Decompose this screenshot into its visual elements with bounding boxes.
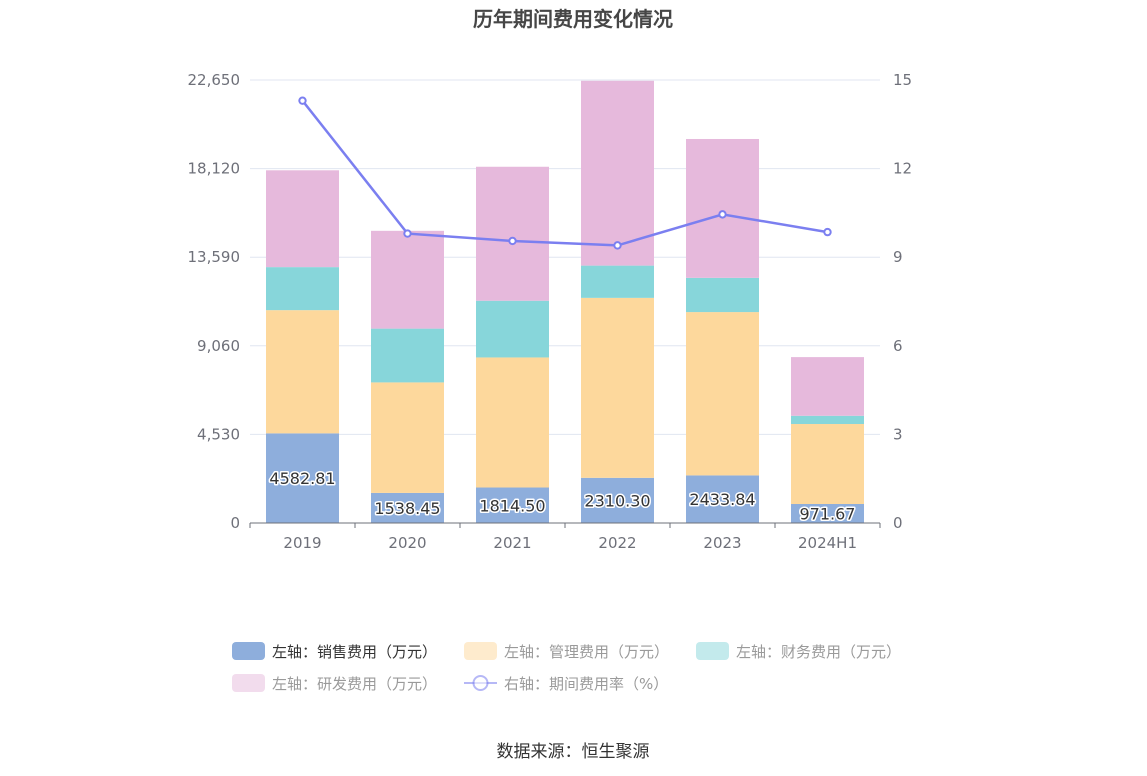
data-label: 4582.81 [269,469,335,488]
x-axis-tick-label: 2021 [493,534,531,552]
left-axis-tick-label: 4,530 [197,425,240,443]
data-label: 1814.50 [479,496,545,515]
legend-label: 左轴：管理费用（万元） [504,643,669,661]
grid [250,79,880,435]
legend-swatch [696,642,729,660]
legend-swatch [464,642,497,660]
legend-label: 右轴：期间费用率（%） [504,675,668,693]
left-axis-tick-label: 0 [230,514,240,532]
line-series [298,96,832,250]
left-axis-tick-label: 18,120 [188,160,241,178]
left-axis-tick-label: 9,060 [197,337,240,355]
chart-title: 历年期间费用变化情况 [473,7,673,31]
bar-segment-series-2 [266,267,339,311]
data-label: 1538.45 [374,499,440,518]
bar-segment-series-1 [686,312,759,476]
legend-label: 左轴：销售费用（万元） [272,643,437,661]
bar-segment-series-0 [266,433,339,523]
bar-segment-series-2 [581,265,654,298]
data-labels: 4582.81 1538.45 1814.50 2310.30 2433.84 971.6… [268,468,857,525]
left-axis-tick-label: 22,650 [188,71,241,89]
right-axis-tick-label: 3 [893,425,903,443]
bar-segment-series-0 [371,492,444,523]
axes: 0 4,530 9,060 13,590 18,120 22,650 0 3 6 9 12 15 201… [188,71,913,552]
bar-segment-series-3 [476,166,549,301]
legend-swatch [232,674,265,692]
bar-segment-series-2 [686,277,759,313]
bar-segment-series-2 [371,328,444,383]
line-point [613,241,622,250]
legend-label: 左轴：财务费用（万元） [736,643,901,661]
bar-segment-series-2 [791,415,864,425]
bar-segment-series-0 [581,477,654,523]
right-axis-tick-label: 15 [893,71,912,89]
line-point [718,210,727,219]
line-point [298,96,307,105]
legend[interactable]: 左轴：销售费用（万元） 左轴：管理费用（万元） 左轴：财务费用（万元） 左轴：研发费用… [232,642,901,693]
right-axis-tick-label: 12 [893,160,912,178]
bar-segment-series-1 [371,382,444,493]
line-point [403,229,412,238]
bar-segment-series-3 [266,170,339,268]
data-label: 2433.84 [689,490,755,509]
left-axis-tick-label: 13,590 [188,248,241,266]
bar-segment-series-3 [686,138,759,278]
data-label: 2310.30 [584,491,650,510]
bar-segment-series-3 [581,80,654,266]
right-axis-tick-label: 0 [893,514,903,532]
bar-segment-series-1 [581,297,654,478]
bar-segment-series-0 [686,475,759,523]
line-path [301,99,828,247]
bar-segment-series-0 [476,487,549,523]
right-axis-tick-label: 6 [893,337,903,355]
bar-segment-series-1 [266,310,339,434]
bar-segment-series-3 [371,230,444,329]
bar-segment-series-0 [791,503,864,523]
bar-segment-series-1 [476,357,549,488]
source-note: 数据来源：恒生聚源 [497,742,650,762]
legend-label: 左轴：研发费用（万元） [272,675,437,693]
x-axis-tick-label: 2022 [598,534,636,552]
line-point [823,227,832,237]
bar-segment-series-1 [791,424,864,504]
x-axis-tick-label: 2024H1 [798,534,857,552]
data-label: 971.67 [800,504,856,523]
x-axis-tick-label: 2023 [703,534,741,552]
legend-swatch-marker [472,675,489,691]
bars [266,80,864,523]
bar-segment-series-2 [476,300,549,358]
x-axis-tick-label: 2020 [388,534,426,552]
bar-segment-series-3 [791,357,864,416]
legend-swatch [232,642,265,660]
right-axis-tick-label: 9 [893,248,903,266]
line-point [508,236,517,246]
x-axis-tick-label: 2019 [283,534,321,552]
